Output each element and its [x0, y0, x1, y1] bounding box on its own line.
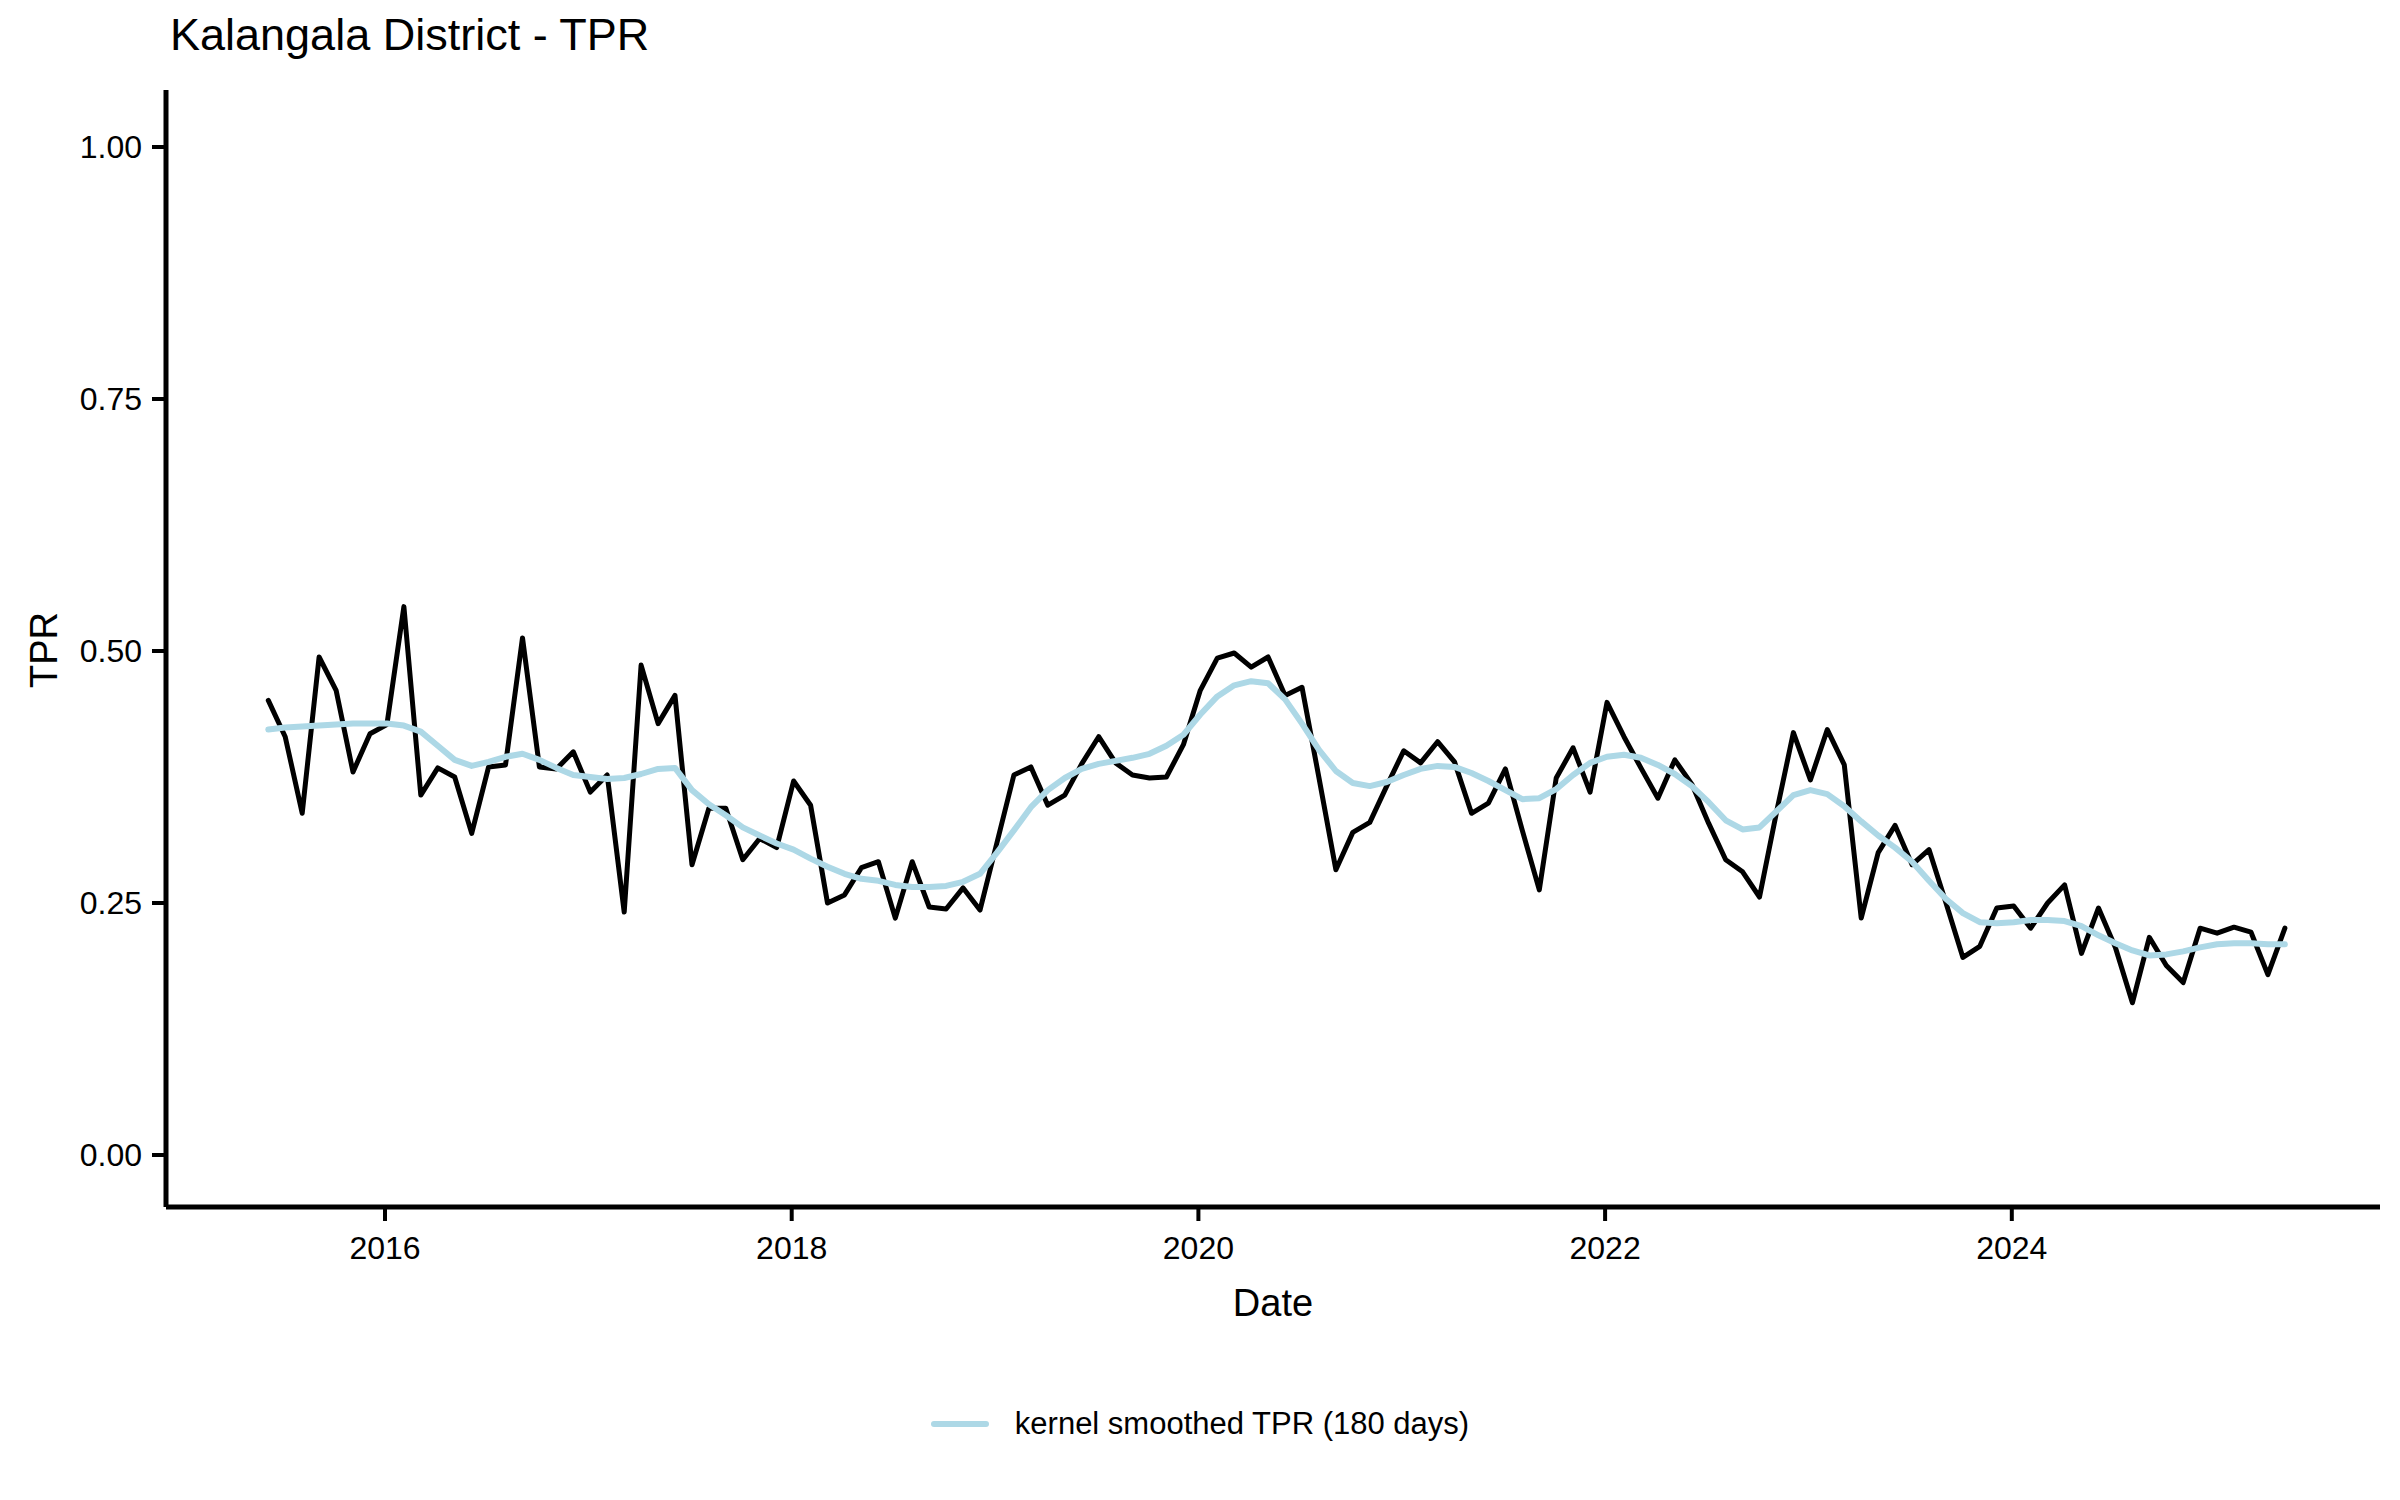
y-tick-label: 1.00 — [80, 129, 142, 165]
x-tick-label: 2016 — [349, 1230, 420, 1266]
legend-line-swatch — [931, 1421, 989, 1427]
x-tick-label: 2022 — [1570, 1230, 1641, 1266]
legend: kernel smoothed TPR (180 days) — [0, 1398, 2400, 1450]
figure: 0.00 0.25 0.50 0.75 1.00 2016 2018 2020 2022 2024… — [0, 0, 2400, 1500]
y-tick-label: 0.75 — [80, 381, 142, 417]
y-tick-label: 0.00 — [80, 1137, 142, 1173]
legend-label: kernel smoothed TPR (180 days) — [1015, 1406, 1469, 1442]
plot-area: 0.00 0.25 0.50 0.75 1.00 2016 2018 2020 2022 2024 — [0, 0, 2400, 1500]
x-tick-label: 2024 — [1976, 1230, 2047, 1266]
tpr-raw-line — [268, 607, 2285, 1003]
x-tick-label: 2018 — [756, 1230, 827, 1266]
y-tick-label: 0.25 — [80, 885, 142, 921]
y-tick-label: 0.50 — [80, 633, 142, 669]
tpr-smoothed-line — [268, 681, 2285, 955]
x-axis-title: Date — [1233, 1282, 1313, 1325]
x-tick-label: 2020 — [1163, 1230, 1234, 1266]
y-axis-title: TPR — [23, 612, 66, 688]
chart-title: Kalangala District - TPR — [170, 10, 649, 60]
